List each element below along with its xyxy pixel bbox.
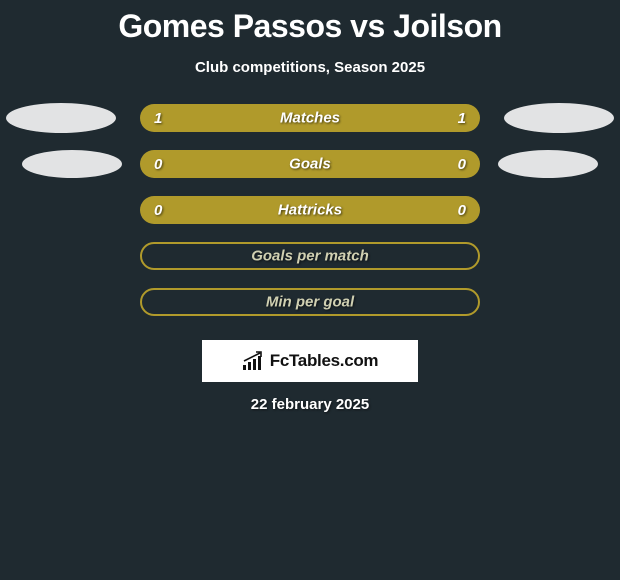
stat-left-value: 1: [154, 110, 162, 127]
stat-row-hattricks: 0 Hattricks 0: [0, 196, 620, 224]
stat-left-value: 0: [154, 202, 162, 219]
stat-label: Matches: [280, 110, 340, 127]
stat-left-value: 0: [154, 156, 162, 173]
stat-right-value: 0: [458, 202, 466, 219]
stat-row-matches: 1 Matches 1: [0, 104, 620, 132]
player-right-marker: [498, 150, 598, 178]
stat-bar: 0 Goals 0: [140, 150, 480, 178]
stat-row-min-per-goal: Min per goal: [0, 288, 620, 316]
player-right-marker: [504, 103, 614, 133]
logo-text: FcTables.com: [270, 351, 379, 371]
comparison-infographic: Gomes Passos vs Joilson Club competition…: [0, 0, 620, 413]
stat-row-goals: 0 Goals 0: [0, 150, 620, 178]
stat-label: Goals per match: [251, 248, 369, 265]
player-left-marker: [22, 150, 122, 178]
stat-label: Goals: [289, 156, 331, 173]
stat-bar: Min per goal: [140, 288, 480, 316]
stat-row-goals-per-match: Goals per match: [0, 242, 620, 270]
stat-bar: 0 Hattricks 0: [140, 196, 480, 224]
stat-right-value: 1: [458, 110, 466, 127]
player-left-marker: [6, 103, 116, 133]
stat-right-value: 0: [458, 156, 466, 173]
main-title: Gomes Passos vs Joilson: [118, 8, 501, 45]
stat-bar: Goals per match: [140, 242, 480, 270]
logo-inner: FcTables.com: [242, 351, 379, 371]
stat-label: Min per goal: [266, 294, 354, 311]
subtitle: Club competitions, Season 2025: [195, 59, 425, 76]
chart-arrow-icon: [242, 351, 266, 371]
stat-bar: 1 Matches 1: [140, 104, 480, 132]
stat-label: Hattricks: [278, 202, 342, 219]
date-label: 22 february 2025: [251, 396, 369, 413]
source-logo: FcTables.com: [202, 340, 418, 382]
